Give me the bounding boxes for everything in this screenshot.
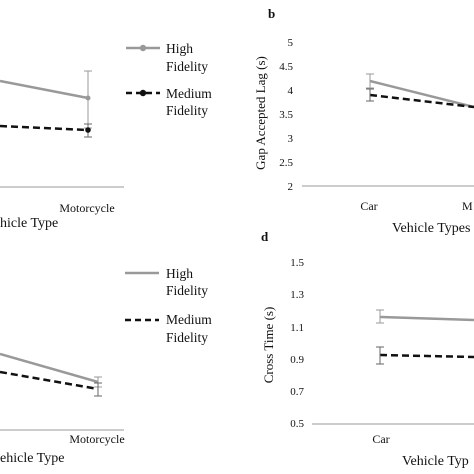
legend-c-high-label-2: Fidelity [166, 283, 208, 298]
legend-a-high-marker [139, 44, 147, 52]
panel-a-legend: High Fidelity Medium Fidelity [126, 41, 212, 118]
legend-c-medium-label-1: Medium [166, 312, 212, 327]
panel-b-ytick-2.5: 2.5 [279, 157, 293, 169]
legend-a-high-label-1: High [166, 41, 193, 56]
panel-d-high-line [379, 315, 474, 322]
panel-d-ytick-1.5: 1.5 [290, 257, 304, 269]
panel-c-medium-line [0, 370, 99, 391]
panel-a: High Fidelity Medium Fidelity Motorcycle… [0, 41, 212, 231]
panel-d-xtick-car: Car [372, 432, 389, 446]
panel-d-xlabel: Vehicle Typ [402, 454, 469, 469]
legend-c-high-label-1: High [166, 266, 193, 281]
panel-d-ylabel: Cross Time (s) [261, 307, 276, 384]
panel-a-xtick-motorcycle: Motorcycle [59, 201, 114, 215]
legend-a-medium-label-1: Medium [166, 86, 212, 101]
panel-a-high-point-motorcycle [85, 95, 91, 101]
panel-b-yticks: 5 4.5 4 3.5 3 2.5 2 [279, 37, 293, 193]
panel-a-xlabel: hicle Type [0, 216, 58, 231]
legend-c-medium-label-2: Fidelity [166, 330, 208, 345]
panel-a-medium-line [0, 124, 89, 132]
panel-d-high-errorbar [376, 309, 384, 324]
panel-b-ytick-3.5: 3.5 [279, 109, 293, 121]
panel-b-ytick-3: 3 [288, 133, 294, 145]
panel-b-medium-errorbar [366, 88, 374, 102]
panel-c-legend: High Fidelity Medium Fidelity [125, 266, 212, 345]
panel-a-medium-point-motorcycle [85, 127, 91, 133]
panel-d-ytick-0.5: 0.5 [290, 418, 304, 430]
panel-d-medium-errorbar [376, 346, 384, 365]
legend-a-medium-marker [139, 89, 147, 97]
panel-b-ytick-2: 2 [288, 181, 294, 193]
panel-b-high-line [369, 79, 474, 109]
panel-d-ytick-0.7: 0.7 [290, 386, 304, 398]
panel-b: b 5 4.5 4 3.5 3 2.5 2 Gap Accepted Lag (… [253, 6, 474, 236]
panel-c-medium-errorbar [94, 382, 102, 397]
panel-b-ytick-4: 4 [288, 85, 294, 97]
panel-c: High Fidelity Medium Fidelity Motorcycle… [0, 266, 212, 466]
panel-b-xtick-car: Car [360, 199, 377, 213]
panel-b-ytick-4.5: 4.5 [279, 61, 293, 73]
panel-c-high-line [0, 352, 99, 384]
panel-b-ylabel: Gap Accepted Lag (s) [253, 56, 268, 170]
panel-d-yticks: 1.5 1.3 1.1 0.9 0.7 0.5 [290, 257, 304, 430]
panel-b-ytick-5: 5 [288, 37, 294, 49]
panel-b-high-errorbar [366, 73, 374, 89]
panel-b-medium-line [369, 93, 474, 109]
panel-c-xlabel: ehicle Type [0, 451, 64, 466]
panel-d-ytick-1.1: 1.1 [290, 322, 304, 334]
panel-a-high-line [0, 79, 89, 100]
panel-d-ytick-1.3: 1.3 [290, 289, 304, 301]
panel-b-xtick-m: M [462, 199, 473, 213]
panel-d-label: d [261, 229, 269, 244]
panel-c-xtick-motorcycle: Motorcycle [69, 432, 124, 446]
legend-a-high-label-2: Fidelity [166, 59, 208, 74]
panel-d: d 1.5 1.3 1.1 0.9 0.7 0.5 Cross Time (s)… [261, 229, 474, 469]
panel-d-medium-line [379, 353, 474, 359]
panel-b-xlabel: Vehicle Types [392, 221, 470, 236]
panel-d-ytick-0.9: 0.9 [290, 354, 304, 366]
panel-b-label: b [268, 6, 275, 21]
legend-a-medium-label-2: Fidelity [166, 103, 208, 118]
